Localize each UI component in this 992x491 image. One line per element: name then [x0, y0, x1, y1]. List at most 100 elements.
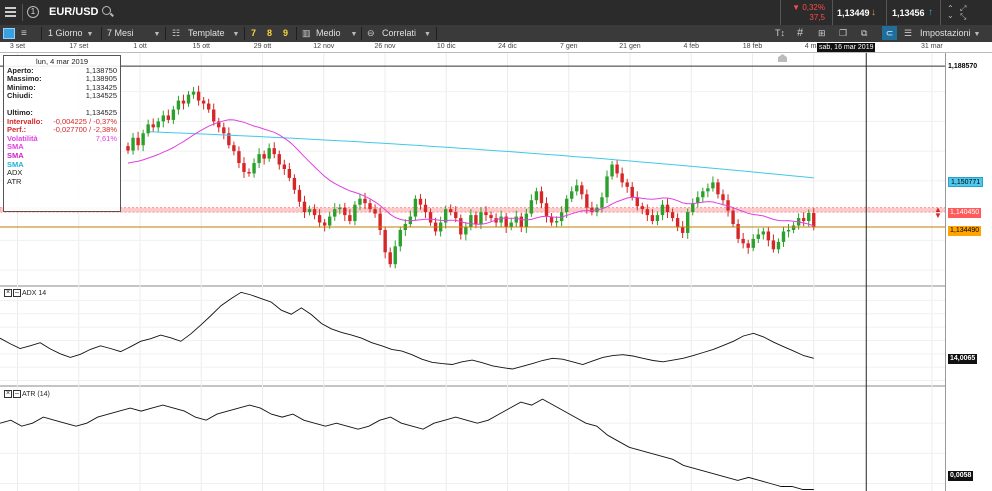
candle-body: [368, 203, 372, 210]
settings-select[interactable]: Impostazioni ▼: [920, 25, 980, 42]
interval-select[interactable]: 1 Giorno ▼: [48, 25, 93, 42]
list-icon[interactable]: ≡: [21, 28, 27, 39]
preset-7[interactable]: 7: [251, 28, 257, 38]
candle-body: [449, 209, 453, 213]
candle-body: [776, 241, 781, 250]
range-label: 7 Mesi: [107, 28, 134, 38]
last-label: Ultimo:: [7, 107, 33, 117]
template-label: Template: [188, 28, 225, 38]
date-tick-label: 24 dic: [498, 43, 517, 50]
low-label: Minimo:: [7, 82, 36, 92]
candle-body: [322, 222, 327, 226]
candle-body: [423, 204, 428, 213]
correlated-select[interactable]: Correlati ▼: [382, 25, 431, 42]
candle-body: [791, 225, 796, 230]
candle-body: [464, 227, 468, 235]
settings-label: Impostazioni: [920, 28, 971, 38]
adx-value-tag: 14,0065: [948, 354, 978, 364]
link-icon[interactable]: ⊂: [882, 26, 897, 40]
candle-body: [509, 222, 513, 227]
restore-icon[interactable]: ⤢: [960, 4, 967, 13]
hamburger-icon[interactable]: [5, 7, 16, 17]
average-label: Medio: [316, 28, 341, 38]
candle-body: [171, 109, 176, 120]
candle-body: [327, 216, 332, 226]
top-bar: 1 EUR/USD ▼ 0,32% 37,5 1,13449 ↓ 1,13456…: [0, 0, 992, 25]
candle-body: [716, 182, 720, 195]
candle-body: [277, 154, 281, 165]
grid-icon[interactable]: ⊞: [818, 28, 826, 38]
chevron-down-icon: ▼: [424, 31, 431, 38]
candle-body: [317, 215, 322, 223]
candle-body: [534, 191, 539, 201]
bid-arrow-icon: ↓: [871, 7, 876, 18]
candle-body: [554, 221, 559, 223]
layout-icon[interactable]: [3, 28, 15, 39]
high-value: 1,138905: [85, 74, 117, 84]
interval-label: 1 Giorno: [48, 28, 83, 38]
candle-body: [302, 201, 307, 213]
search-icon[interactable]: [102, 6, 114, 17]
candle-body: [307, 209, 312, 213]
candle-body: [388, 252, 392, 265]
candle-body: [166, 115, 171, 120]
candle-body: [282, 164, 287, 169]
crosshair-icon[interactable]: #: [797, 27, 804, 39]
upper-price-tag: 1,140450: [948, 208, 982, 218]
preset-8[interactable]: 8: [267, 28, 273, 38]
candle-body: [590, 207, 594, 213]
candle-body: [232, 145, 236, 152]
sma-fast-line: [127, 119, 814, 227]
atr-panel-label[interactable]: × – ATR (14): [4, 390, 50, 399]
candle-body: [474, 215, 478, 225]
range-select[interactable]: 7 Mesi ▼: [107, 25, 160, 42]
candle-body: [620, 173, 624, 183]
preset-9[interactable]: 9: [283, 28, 289, 38]
open-value: 1,138750: [85, 65, 117, 75]
atr-legend-label: ATR: [7, 176, 22, 186]
candle-body: [812, 213, 816, 227]
copy-icon[interactable]: ❐: [839, 28, 848, 38]
popout-icon[interactable]: ⧉: [861, 28, 868, 38]
average-select[interactable]: Medio ▼: [316, 25, 357, 42]
minimize-icon[interactable]: –: [13, 289, 21, 297]
chart-gridlines: [0, 53, 992, 491]
close-icon[interactable]: ⤡: [960, 12, 967, 21]
candle-body: [484, 212, 488, 216]
template-select[interactable]: Template ▼: [188, 25, 239, 42]
candle-body: [136, 137, 140, 146]
current-price-tag: 1,134490: [948, 226, 982, 236]
symbol-label[interactable]: EUR/USD: [49, 6, 99, 18]
candle-body: [706, 188, 710, 192]
text-tool-icon[interactable]: T↕: [775, 28, 785, 38]
candle-body: [413, 198, 418, 217]
price-axis[interactable]: [945, 53, 992, 491]
minimize-icon[interactable]: –: [13, 390, 21, 398]
candle-body: [348, 215, 352, 222]
close-icon[interactable]: ×: [4, 289, 12, 297]
top-price-tag: 1,188570: [946, 62, 980, 72]
maximize-icon[interactable]: ⌄: [947, 11, 954, 20]
candle-body: [343, 207, 347, 216]
candle-body: [675, 218, 680, 227]
ask-price[interactable]: 1,13456: [892, 8, 925, 18]
marker-icon[interactable]: [778, 54, 787, 62]
date-axis[interactable]: 3 set 17 set 1 ott 15 ott 29 ott 12 nov 26 nov…: [0, 42, 992, 53]
candle-body: [519, 216, 523, 227]
candle-body: [176, 100, 181, 110]
adx-panel-label[interactable]: × – ADX 14: [4, 289, 47, 298]
candle-body: [312, 209, 317, 216]
minimize-icon[interactable]: ⌃: [947, 4, 954, 13]
expand-arrows-icon[interactable]: ▲ ▼: [934, 205, 942, 220]
candle-body: [257, 154, 261, 164]
candle-body: [156, 121, 160, 128]
close-icon[interactable]: ×: [4, 390, 12, 398]
info-icon[interactable]: 1: [27, 6, 39, 18]
candle-body: [353, 204, 357, 222]
change-points: 37,5: [809, 13, 825, 22]
adx-line: [0, 291, 814, 370]
change-percent: ▼ 0,32%: [792, 3, 825, 12]
bid-price[interactable]: 1,13449: [837, 8, 870, 18]
candle-body: [126, 146, 130, 151]
